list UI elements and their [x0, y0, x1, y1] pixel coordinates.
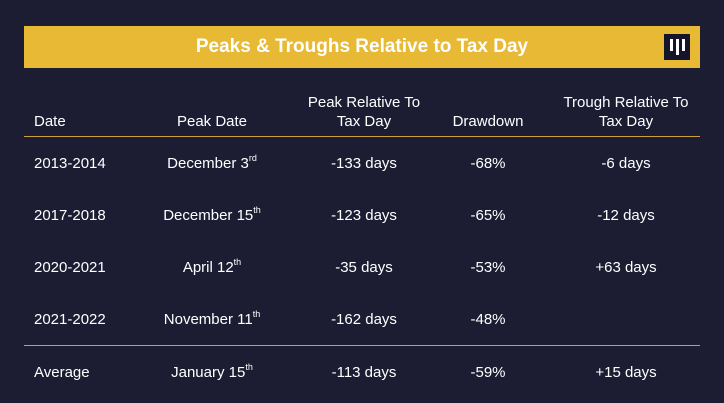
- cell-trough-relative: -12 days: [597, 206, 655, 224]
- peaks-troughs-table: Date Peak Date Peak Relative To Tax Day …: [24, 84, 700, 398]
- cell-trough-relative: [552, 293, 700, 346]
- cell-peak-date: December 3rd: [167, 152, 257, 172]
- table-row: 2013-2014 December 3rd -133 days -68% -6…: [24, 137, 700, 190]
- table-average-row: Average January 15th -113 days -59% +15 …: [24, 345, 700, 398]
- cell-drawdown: -53%: [470, 258, 506, 276]
- header-date: Date: [24, 84, 120, 137]
- cell-peak-relative: -123 days: [331, 206, 397, 224]
- cell-date: 2013-2014: [34, 154, 106, 172]
- table-header-row: Date Peak Date Peak Relative To Tax Day …: [24, 84, 700, 137]
- cell-drawdown: -48%: [470, 310, 506, 328]
- cell-trough-relative: -6 days: [601, 154, 651, 172]
- cell-peak-date: December 15th: [163, 204, 261, 224]
- cell-date: 2021-2022: [34, 310, 106, 328]
- cell-peak-date: November 11th: [163, 308, 261, 328]
- bars-logo-icon: [664, 34, 690, 60]
- cell-drawdown: -68%: [470, 154, 506, 172]
- cell-peak-date: April 12th: [182, 256, 242, 276]
- cell-trough-relative: +63 days: [595, 258, 657, 276]
- table-row: 2017-2018 December 15th -123 days -65% -…: [24, 189, 700, 241]
- header-drawdown: Drawdown: [424, 84, 552, 137]
- cell-date: 2020-2021: [34, 258, 106, 276]
- cell-trough-relative: +15 days: [552, 345, 700, 398]
- header-peak-relative: Peak Relative To Tax Day: [304, 84, 424, 137]
- cell-date: Average: [24, 345, 120, 398]
- cell-peak-relative: -162 days: [331, 310, 397, 328]
- cell-peak-date: January 15th: [120, 345, 304, 398]
- cell-drawdown: -65%: [470, 206, 506, 224]
- table-row: 2020-2021 April 12th -35 days -53% +63 d…: [24, 241, 700, 293]
- cell-peak-relative: -35 days: [335, 258, 393, 276]
- cell-peak-relative: -133 days: [331, 154, 397, 172]
- title-banner: Peaks & Troughs Relative to Tax Day: [24, 26, 700, 68]
- cell-peak-relative: -113 days: [304, 345, 424, 398]
- cell-date: 2017-2018: [34, 206, 106, 224]
- header-peak-date: Peak Date: [120, 84, 304, 137]
- header-trough-relative: Trough Relative To Tax Day: [552, 84, 700, 137]
- table-row: 2021-2022 November 11th -162 days -48%: [24, 293, 700, 346]
- cell-drawdown: -59%: [424, 345, 552, 398]
- banner-title: Peaks & Troughs Relative to Tax Day: [195, 36, 529, 57]
